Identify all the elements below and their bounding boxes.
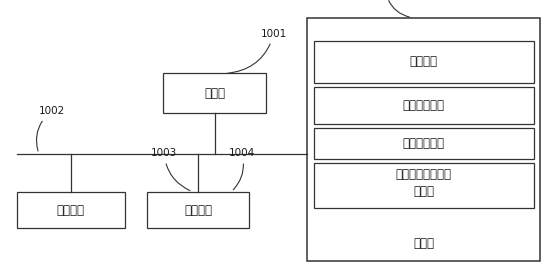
Text: 1001: 1001 bbox=[228, 29, 287, 73]
Bar bbox=[307, 18, 540, 261]
Bar bbox=[147, 192, 249, 228]
Bar bbox=[314, 41, 534, 83]
Text: 电吸收调制器的仿: 电吸收调制器的仿 bbox=[396, 168, 452, 181]
Text: 1002: 1002 bbox=[37, 106, 65, 151]
Text: 1005: 1005 bbox=[373, 0, 409, 17]
Text: 用户接口: 用户接口 bbox=[57, 204, 85, 217]
Bar bbox=[314, 128, 534, 159]
Text: 1004: 1004 bbox=[229, 149, 255, 190]
Text: 网络接口: 网络接口 bbox=[184, 204, 212, 217]
Text: 1003: 1003 bbox=[151, 149, 190, 191]
Text: 存储器: 存储器 bbox=[413, 237, 434, 250]
Text: 网络通信模块: 网络通信模块 bbox=[403, 99, 445, 112]
Text: 真程序: 真程序 bbox=[413, 185, 434, 197]
Text: 操作系统: 操作系统 bbox=[410, 55, 438, 68]
Bar bbox=[314, 87, 534, 124]
Text: 用户接口模块: 用户接口模块 bbox=[403, 137, 445, 150]
Text: 处理器: 处理器 bbox=[204, 87, 225, 100]
Bar bbox=[163, 73, 266, 113]
Bar bbox=[17, 192, 125, 228]
Bar bbox=[314, 163, 534, 208]
